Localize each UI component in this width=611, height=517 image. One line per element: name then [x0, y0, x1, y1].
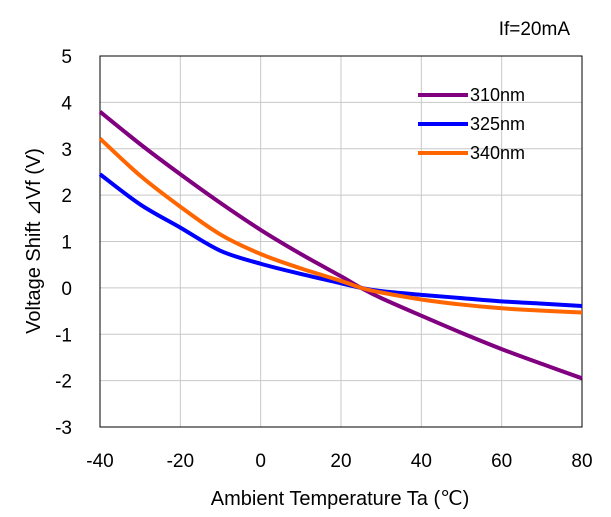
x-tick-label: 80 — [571, 451, 592, 472]
x-axis-title: Ambient Temperature Ta (℃) — [211, 488, 470, 510]
plot-frame — [99, 55, 583, 428]
series-line-340nm — [98, 137, 583, 315]
y-tick-label: -3 — [55, 418, 72, 439]
condition-annotation: If=20mA — [499, 19, 571, 40]
x-tick-label: 60 — [491, 451, 512, 472]
y-tick-label: 0 — [61, 279, 72, 300]
legend-label-325nm: 325nm — [470, 114, 525, 134]
y-tick-label: 4 — [61, 93, 72, 114]
x-tick-label: 0 — [255, 451, 266, 472]
x-tick-label: -40 — [86, 451, 113, 472]
x-tick-label: 20 — [330, 451, 351, 472]
legend-label-310nm: 310nm — [470, 85, 525, 105]
y-axis-title: Voltage Shift ⊿Vf (V) — [23, 148, 45, 334]
y-tick-label: 5 — [61, 47, 72, 68]
legend-label-340nm: 340nm — [470, 143, 525, 163]
y-tick-label: 3 — [61, 140, 72, 161]
x-tick-label: 40 — [411, 451, 432, 472]
x-tick-label: -20 — [167, 451, 194, 472]
y-tick-label: -2 — [55, 372, 72, 393]
y-tick-label: 1 — [61, 233, 72, 254]
y-tick-label: -1 — [55, 325, 72, 346]
y-tick-label: 2 — [61, 186, 72, 207]
